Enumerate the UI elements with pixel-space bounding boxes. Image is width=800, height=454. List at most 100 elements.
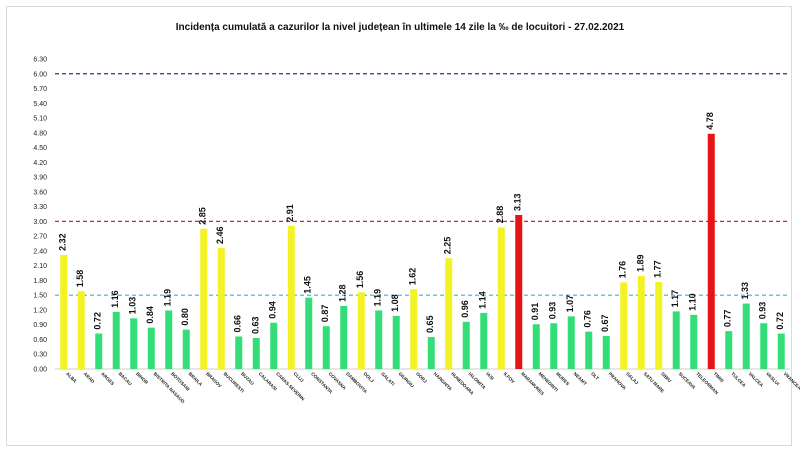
bar <box>497 227 505 369</box>
bar <box>287 225 295 369</box>
data-label: 2.46 <box>215 226 225 244</box>
x-tick-label: VALCEA <box>748 371 765 388</box>
bar <box>77 291 85 369</box>
data-label: 1.07 <box>565 295 575 313</box>
data-label: 2.88 <box>495 206 505 224</box>
bar <box>672 311 680 369</box>
bar <box>392 315 400 369</box>
bar <box>427 337 435 369</box>
y-tick-label: 4.50 <box>33 145 47 152</box>
data-label: 0.66 <box>233 315 243 333</box>
bar <box>585 331 593 369</box>
data-label: 1.89 <box>635 254 645 272</box>
x-tick-label: GORJ <box>415 371 428 384</box>
x-tick-label: SALAJ <box>625 371 639 385</box>
bar <box>165 310 173 369</box>
x-tick-label: TULCEA <box>730 371 747 388</box>
data-label: 1.16 <box>110 290 120 308</box>
y-tick-label: 2.70 <box>33 234 47 241</box>
bar <box>235 336 243 369</box>
data-label: 0.87 <box>320 305 330 323</box>
bar <box>620 282 628 369</box>
bar <box>480 312 488 369</box>
x-tick-label: MURES <box>555 371 570 386</box>
data-label: 1.14 <box>478 291 488 309</box>
bar <box>760 323 768 369</box>
x-tick-label: SUCEAVA <box>678 371 697 390</box>
x-tick-label: BIHOR <box>135 371 149 385</box>
bar <box>515 214 523 369</box>
x-tick-label: BRASOV <box>205 371 223 389</box>
bar <box>462 321 470 369</box>
x-tick-label: IASI <box>485 371 495 381</box>
bar <box>130 318 138 369</box>
x-tick-label: BACAU <box>118 371 134 387</box>
x-tick-label: GALATI <box>380 371 395 386</box>
data-label: 2.85 <box>198 207 208 225</box>
bar <box>357 292 365 369</box>
data-label: 1.03 <box>128 297 138 315</box>
x-tick-label: ARAD <box>83 371 96 384</box>
data-label: 1.10 <box>688 293 698 311</box>
bar <box>217 247 225 369</box>
x-tick-label: VASLUI <box>765 371 780 386</box>
bar <box>655 281 663 369</box>
data-label: 0.72 <box>93 312 103 330</box>
data-label: 1.17 <box>670 290 680 308</box>
bar <box>567 316 575 369</box>
y-tick-label: 3.60 <box>33 189 47 196</box>
data-label: 0.96 <box>460 300 470 318</box>
data-label: 1.08 <box>390 294 400 312</box>
data-label: 1.19 <box>373 289 383 307</box>
y-tick-label: 6.00 <box>33 71 47 78</box>
y-tick-label: 2.40 <box>33 248 47 255</box>
bar <box>340 306 348 369</box>
x-tick-label: OLT <box>590 371 600 381</box>
bar <box>305 297 313 369</box>
bar <box>445 258 453 369</box>
x-tick-label: VRANCEA <box>783 371 800 391</box>
x-tick-label: DOLJ <box>363 371 376 384</box>
y-tick-label: 3.00 <box>33 219 47 226</box>
bar <box>742 303 750 369</box>
data-label: 0.65 <box>425 315 435 333</box>
y-axis: 0.00 0.30 0.60 0.90 1.20 1.50 1.80 2.10 2.40 2.70… <box>33 57 790 374</box>
data-label: 1.28 <box>338 284 348 302</box>
x-tick-label: CLUJ <box>293 371 305 383</box>
data-label: 0.77 <box>723 310 733 328</box>
data-label: 1.76 <box>618 261 628 279</box>
data-label: 2.91 <box>285 204 295 222</box>
chart-title: Incidența cumulată a cazurilor la nivel … <box>175 22 625 33</box>
bar <box>112 311 120 369</box>
y-tick-label: 6.30 <box>33 57 47 64</box>
y-tick-label: 0.90 <box>33 322 47 329</box>
data-label: 3.13 <box>513 193 523 211</box>
bar <box>375 310 383 369</box>
bar <box>252 338 260 369</box>
y-tick-label: 5.10 <box>33 116 47 123</box>
y-tick-label: 1.20 <box>33 307 47 314</box>
bar <box>532 324 540 369</box>
x-tick-label: GIURGIU <box>398 371 416 389</box>
x-tick-label: ALBA <box>65 371 78 384</box>
data-labels: 2.32 1.58 0.72 1.16 1.03 0.84 1.19 0.80 2.85 2.46… <box>58 112 786 334</box>
bar <box>200 228 208 369</box>
x-tick-label: BUZAU <box>240 371 255 386</box>
data-label: 2.32 <box>58 233 68 251</box>
bar <box>550 323 558 369</box>
chart-frame <box>6 6 792 446</box>
y-tick-label: 5.40 <box>33 101 47 108</box>
x-axis: ALBA ARAD ARGES BACAU BIHOR BISTRITA NASAUDBO… <box>65 371 800 404</box>
data-label: 0.93 <box>758 302 768 320</box>
data-label: 0.76 <box>583 310 593 328</box>
y-tick-label: 3.90 <box>33 175 47 182</box>
data-label: 0.67 <box>600 315 610 333</box>
bar <box>270 322 278 369</box>
data-label: 0.94 <box>268 301 278 319</box>
x-tick-label: SIBIU <box>660 371 673 384</box>
bars <box>60 133 785 369</box>
data-label: 0.84 <box>145 306 155 324</box>
y-tick-label: 4.80 <box>33 130 47 137</box>
x-tick-label: BRAILA <box>188 371 204 387</box>
